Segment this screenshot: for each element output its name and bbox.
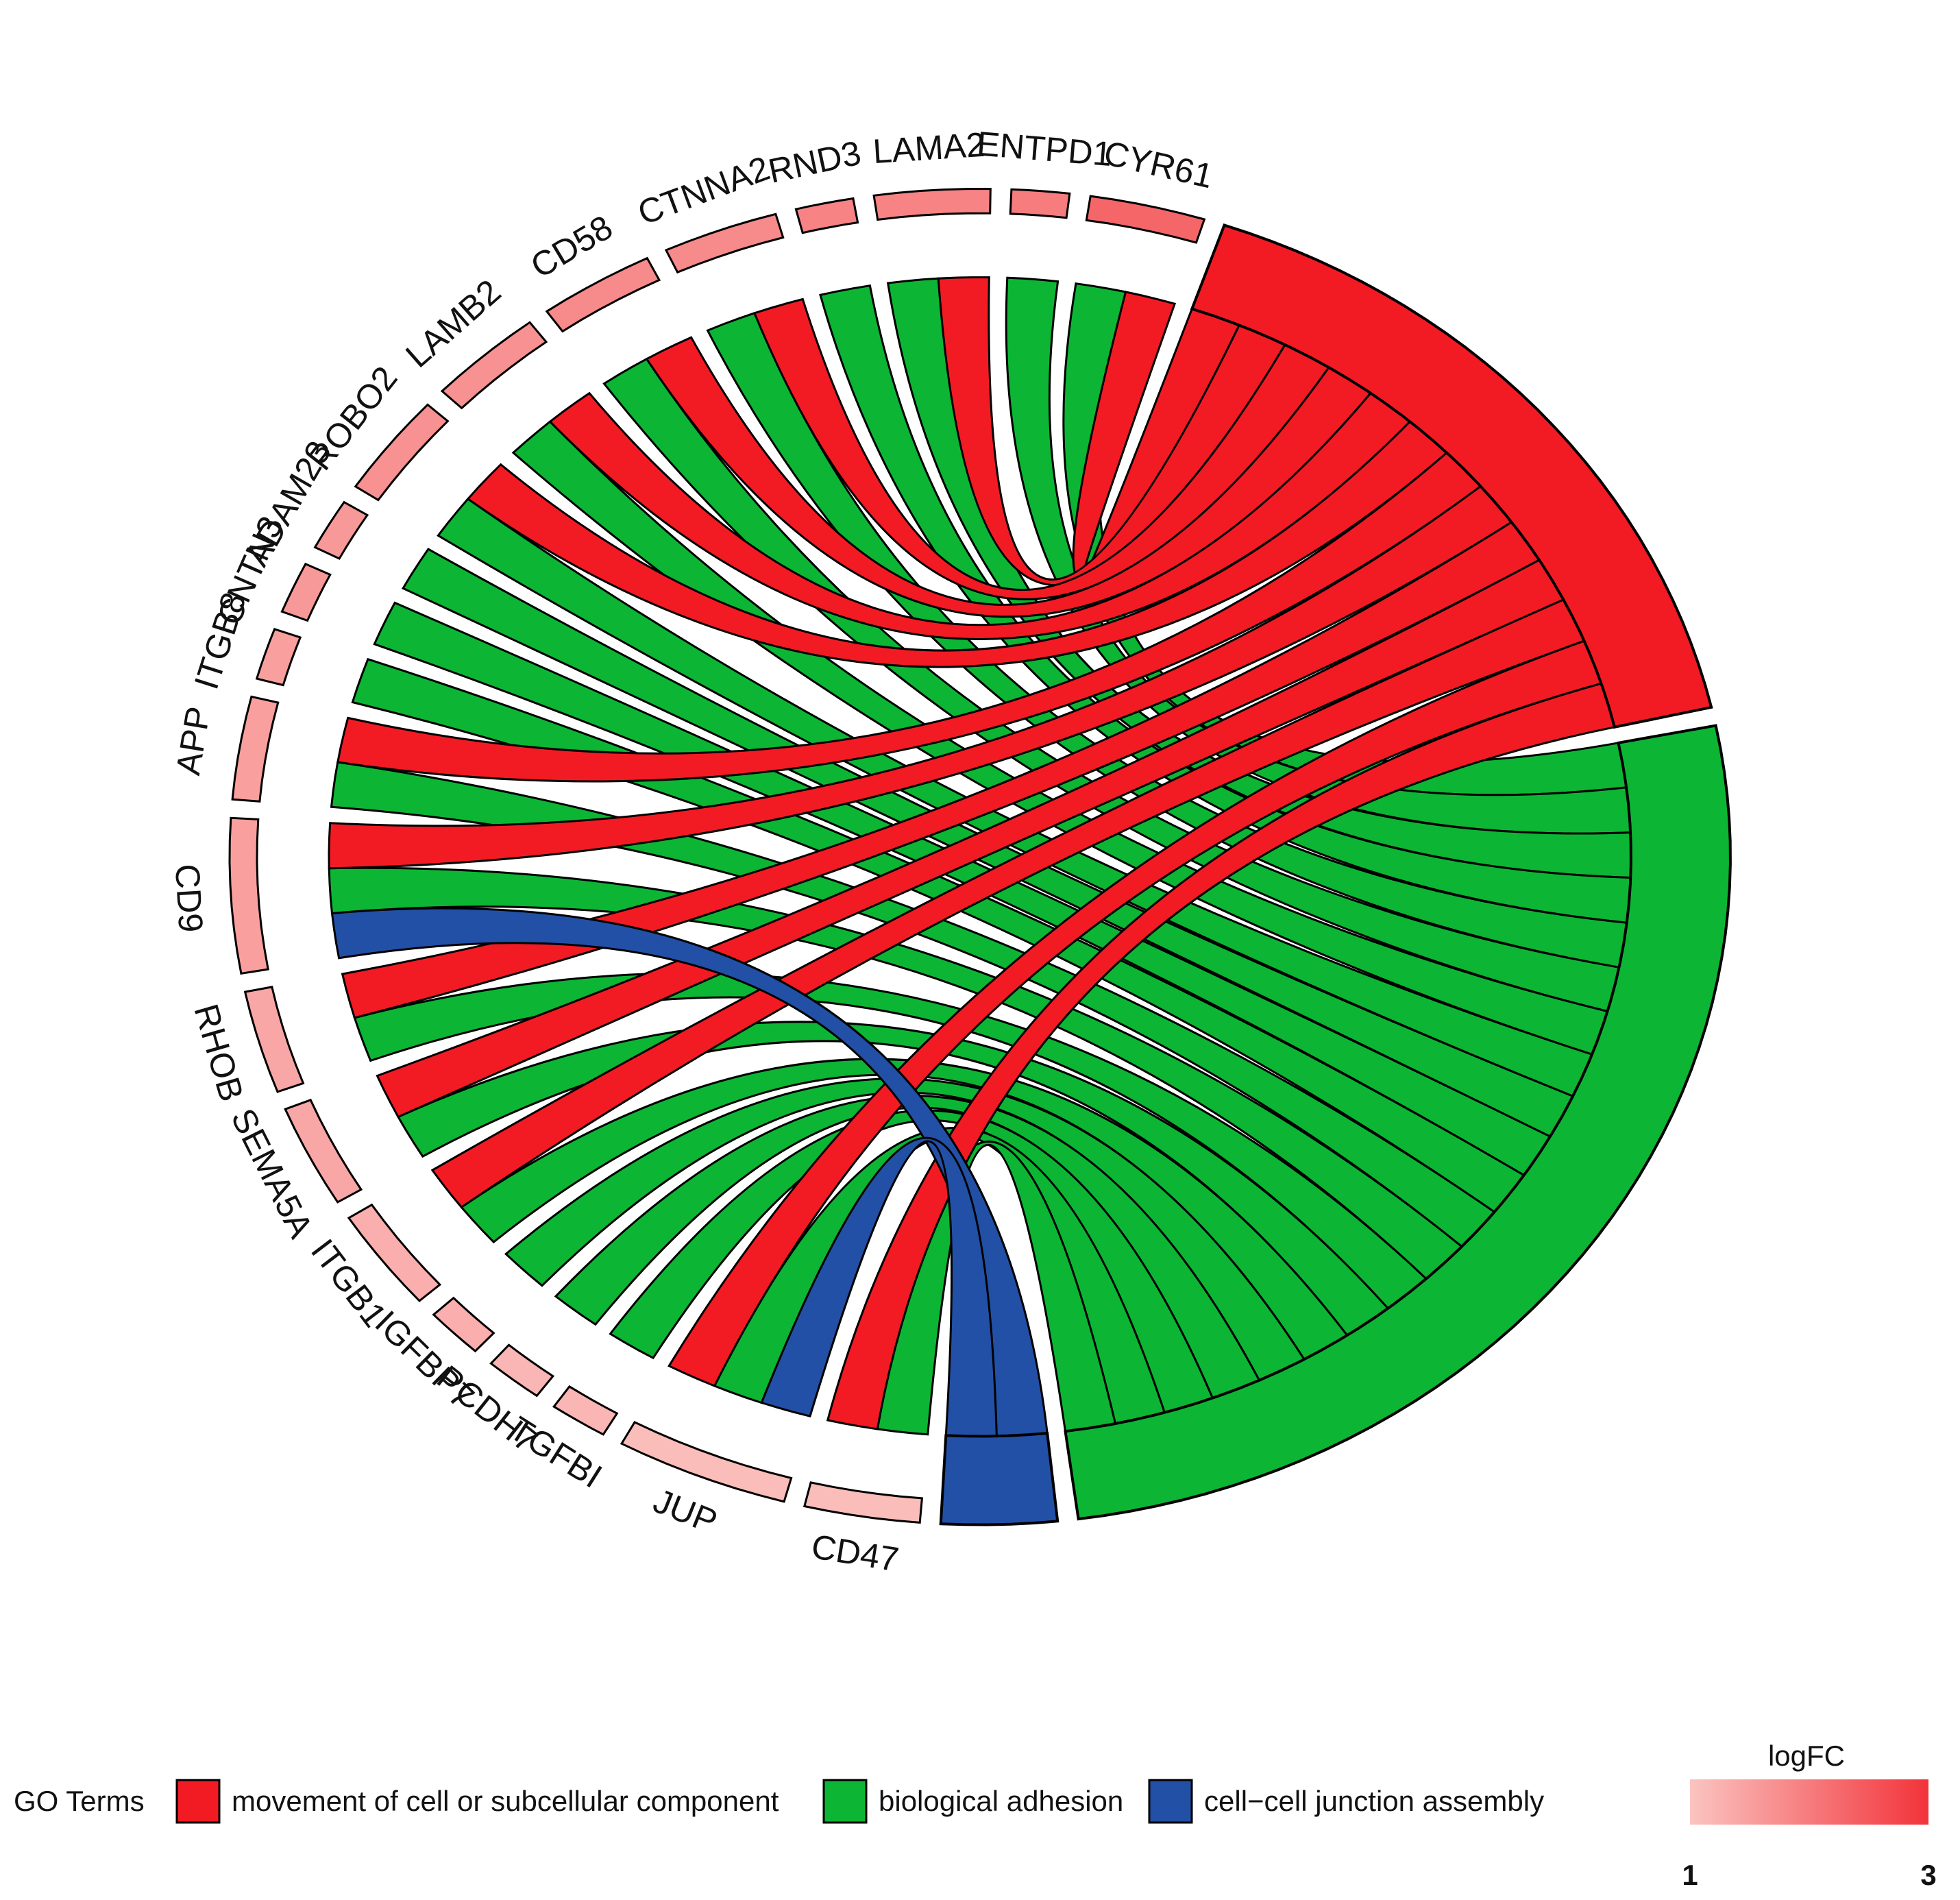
- term-sector-1: [1064, 724, 1732, 1521]
- logfc-tile-ctnna2: [664, 212, 785, 274]
- gene-label-rhob: RHOB: [186, 1000, 251, 1106]
- gene-label-cd58: CD58: [524, 208, 619, 286]
- logfc-tile-igfbp7: [432, 1296, 495, 1353]
- logfc-gradient-bar: [1690, 1779, 1928, 1825]
- chords-layer: [328, 276, 1632, 1438]
- gene-label-jup: JUP: [648, 1481, 723, 1541]
- logfc-min-label: 1: [1682, 1859, 1698, 1891]
- legend-title: GO Terms: [14, 1785, 145, 1817]
- logfc-tile-itgb1: [347, 1203, 442, 1302]
- logfc-tile-lama2: [872, 187, 992, 221]
- logfc-tile-rhob: [243, 986, 305, 1093]
- logfc-tile-cyr61: [1085, 195, 1206, 244]
- logfc-tile-jup: [620, 1420, 793, 1503]
- logfc-tile-cntn3: [280, 562, 332, 622]
- term-sector-0: [939, 1431, 1059, 1526]
- logfc-tile-lamb2: [440, 321, 548, 410]
- logfc-tile-cd47: [803, 1481, 924, 1524]
- logfc-tile-entpd1: [1009, 188, 1071, 219]
- gene-label-cd9: CD9: [168, 863, 210, 934]
- logfc-tile-robo2: [354, 403, 450, 502]
- legend-label-junction: cell−cell junction assembly: [1204, 1785, 1544, 1817]
- legend-label-movement: movement of cell or subcellular componen…: [232, 1785, 779, 1817]
- logfc-color-scale: logFC 1 3: [1682, 1740, 1936, 1891]
- logfc-tile-sema5a: [284, 1098, 363, 1204]
- logfc-max-label: 3: [1920, 1859, 1936, 1891]
- logfc-tile-pcdh7: [489, 1343, 555, 1398]
- logfc-tile-adam23: [313, 500, 369, 560]
- logfc-tile-cd58: [545, 256, 661, 333]
- legend-swatch-movement: [175, 1779, 221, 1824]
- gene-label-itgb8: ITGB8: [187, 588, 254, 694]
- term-sector-2: [1190, 223, 1713, 729]
- gene-label-app: APP: [169, 704, 218, 778]
- gene-label-entpd1: ENTPD1: [975, 124, 1113, 173]
- gene-label-cd47: CD47: [809, 1527, 901, 1579]
- legend-swatch-junction: [1148, 1779, 1193, 1824]
- logfc-tile-cd9: [228, 816, 269, 975]
- go-terms-legend: GO Terms movement of cell or subcellular…: [14, 1779, 1544, 1824]
- logfc-title: logFC: [1768, 1740, 1845, 1772]
- logfc-tile-rnd3: [794, 197, 859, 234]
- gene-label-cyr61: CYR61: [1101, 134, 1217, 196]
- gene-label-rnd3: RND3: [765, 134, 864, 191]
- logfc-tile-itgb8: [255, 627, 302, 687]
- legend-label-adhesion: biological adhesion: [879, 1785, 1123, 1817]
- logfc-tile-app: [231, 695, 280, 803]
- logfc-tile-tgfbi: [552, 1385, 619, 1436]
- arcs-layer: [228, 187, 1732, 1526]
- gene-label-lama2: LAMA2: [872, 125, 986, 171]
- legend-swatch-adhesion: [822, 1779, 868, 1824]
